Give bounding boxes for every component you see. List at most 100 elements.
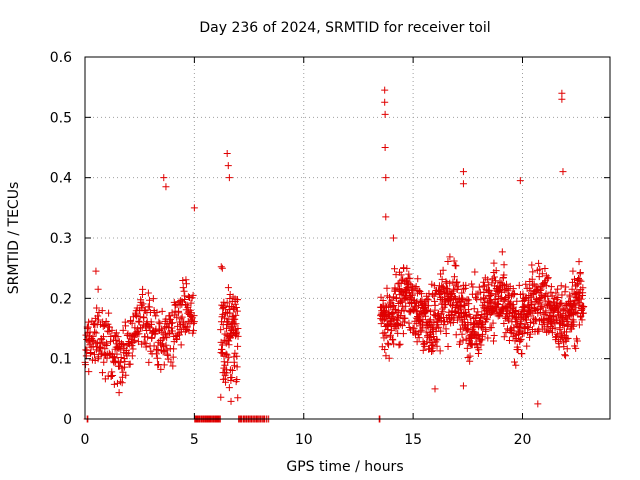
data-point	[444, 342, 452, 350]
data-point	[85, 368, 93, 376]
data-point	[152, 312, 160, 320]
data-point	[167, 358, 175, 366]
data-point	[82, 361, 90, 369]
data-point	[381, 86, 389, 94]
data-point	[492, 291, 500, 299]
data-point	[573, 337, 581, 345]
data-point	[92, 267, 100, 275]
y-tick-label: 0.2	[50, 291, 72, 307]
data-point	[108, 368, 116, 376]
data-point	[190, 318, 198, 326]
data-point	[232, 304, 240, 312]
data-point	[542, 307, 550, 315]
data-point	[547, 283, 555, 291]
data-point	[377, 320, 385, 328]
data-point	[160, 361, 168, 369]
data-point	[93, 304, 101, 312]
data-point	[110, 354, 118, 362]
data-point	[500, 261, 508, 269]
data-point	[226, 333, 234, 341]
data-point	[418, 290, 426, 298]
data-point	[126, 360, 134, 368]
data-point	[426, 308, 434, 316]
data-point	[558, 299, 566, 307]
data-point	[381, 144, 389, 151]
y-tick-label: 0.6	[50, 50, 72, 66]
data-point	[94, 316, 102, 324]
data-point	[439, 266, 447, 274]
data-point	[463, 344, 471, 352]
data-point	[381, 302, 389, 310]
data-point	[184, 293, 192, 301]
data-point	[559, 321, 567, 329]
data-point	[490, 273, 498, 281]
data-point	[453, 278, 461, 286]
x-axis-label: GPS time / hours	[286, 459, 403, 475]
data-point	[577, 295, 585, 303]
data-point	[384, 339, 392, 347]
data-point	[403, 264, 411, 272]
data-point	[182, 276, 190, 284]
data-point	[510, 358, 518, 366]
data-point	[458, 330, 466, 338]
data-point	[526, 330, 534, 338]
data-point	[135, 318, 143, 326]
data-point	[459, 168, 467, 176]
data-point	[552, 289, 560, 297]
data-point	[151, 329, 159, 337]
data-point	[233, 376, 241, 384]
data-point	[219, 349, 227, 357]
data-point	[523, 323, 531, 331]
data-point	[423, 295, 431, 303]
data-point	[496, 285, 504, 293]
data-point	[138, 324, 146, 332]
data-point	[561, 288, 569, 296]
data-point	[454, 283, 462, 291]
data-point	[415, 334, 423, 342]
data-point	[542, 282, 550, 290]
data-point	[433, 335, 441, 343]
data-point	[536, 265, 544, 273]
data-point	[433, 336, 441, 344]
data-point	[223, 324, 231, 332]
data-point	[469, 283, 477, 291]
data-point	[94, 312, 102, 320]
data-point	[233, 352, 241, 360]
data-point	[218, 264, 226, 272]
data-point	[183, 323, 191, 331]
data-point	[535, 259, 543, 267]
data-point	[461, 284, 469, 292]
data-point	[175, 309, 183, 317]
data-point	[228, 367, 236, 375]
data-point	[385, 354, 393, 362]
data-point	[99, 333, 107, 341]
data-point	[431, 385, 439, 393]
data-point	[462, 281, 470, 289]
data-point	[108, 326, 116, 334]
data-point	[397, 279, 405, 287]
data-point	[135, 330, 143, 338]
data-point	[148, 334, 156, 342]
data-point	[456, 325, 464, 333]
data-point	[98, 369, 106, 377]
x-tick-label: 0	[81, 432, 90, 448]
data-point	[189, 291, 197, 299]
data-point	[150, 342, 158, 350]
data-point	[381, 110, 389, 118]
data-point	[425, 290, 433, 298]
data-point	[145, 358, 153, 366]
data-point	[436, 287, 444, 295]
data-point	[517, 335, 525, 343]
data-point	[231, 315, 239, 323]
x-tick-label: 5	[190, 432, 199, 448]
data-point	[169, 362, 177, 370]
data-point	[128, 319, 136, 327]
data-point	[437, 327, 445, 335]
data-point	[142, 343, 150, 351]
y-axis-label: SRMTID / TECUs	[6, 182, 22, 295]
data-point	[232, 311, 240, 319]
data-point	[433, 342, 441, 350]
data-point	[500, 333, 508, 341]
data-point	[541, 265, 549, 273]
data-point	[547, 288, 555, 296]
